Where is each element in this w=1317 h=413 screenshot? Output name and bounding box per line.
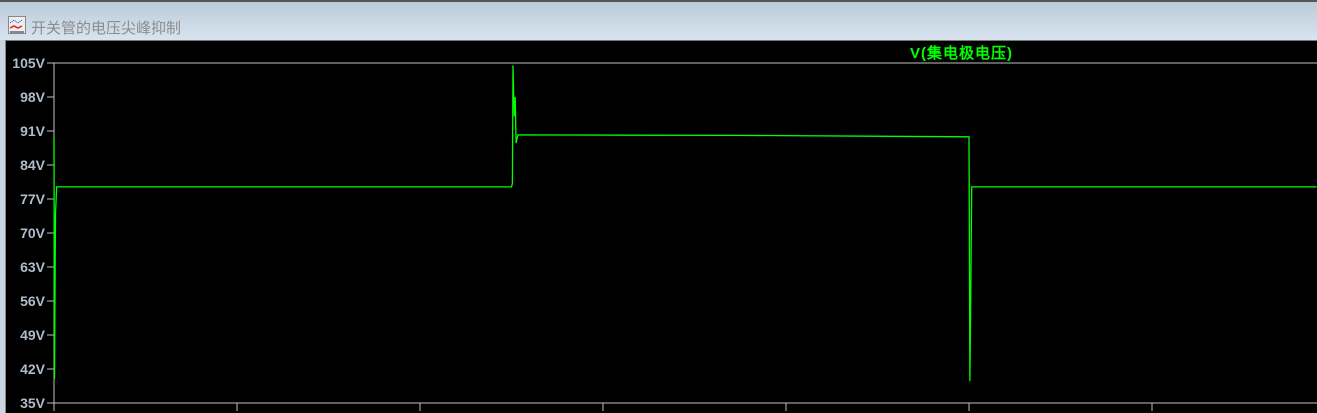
waveform-viewer-icon [8, 16, 26, 34]
series-line [53, 65, 1317, 382]
y-tick-label: 91V [20, 123, 46, 139]
y-tick-label: 84V [20, 157, 46, 173]
y-tick-label: 49V [20, 327, 46, 343]
y-tick-label: 98V [20, 89, 46, 105]
y-tick-label: 63V [20, 259, 46, 275]
trace-label[interactable]: V(集电极电压) [910, 45, 1013, 62]
y-tick-label: 70V [20, 225, 46, 241]
title-bar[interactable]: 开关管的电压尖峰抑制 [0, 2, 1317, 40]
y-tick-label: 42V [20, 361, 46, 377]
window-title: 开关管的电压尖峰抑制 [31, 20, 182, 37]
plot-pane[interactable] [5, 40, 1317, 413]
y-tick-label: 56V [20, 293, 46, 309]
y-tick-label: 77V [20, 191, 46, 207]
y-tick-label: 35V [20, 395, 46, 411]
window-border [0, 0, 1317, 2]
y-tick-label: 105V [12, 55, 45, 71]
